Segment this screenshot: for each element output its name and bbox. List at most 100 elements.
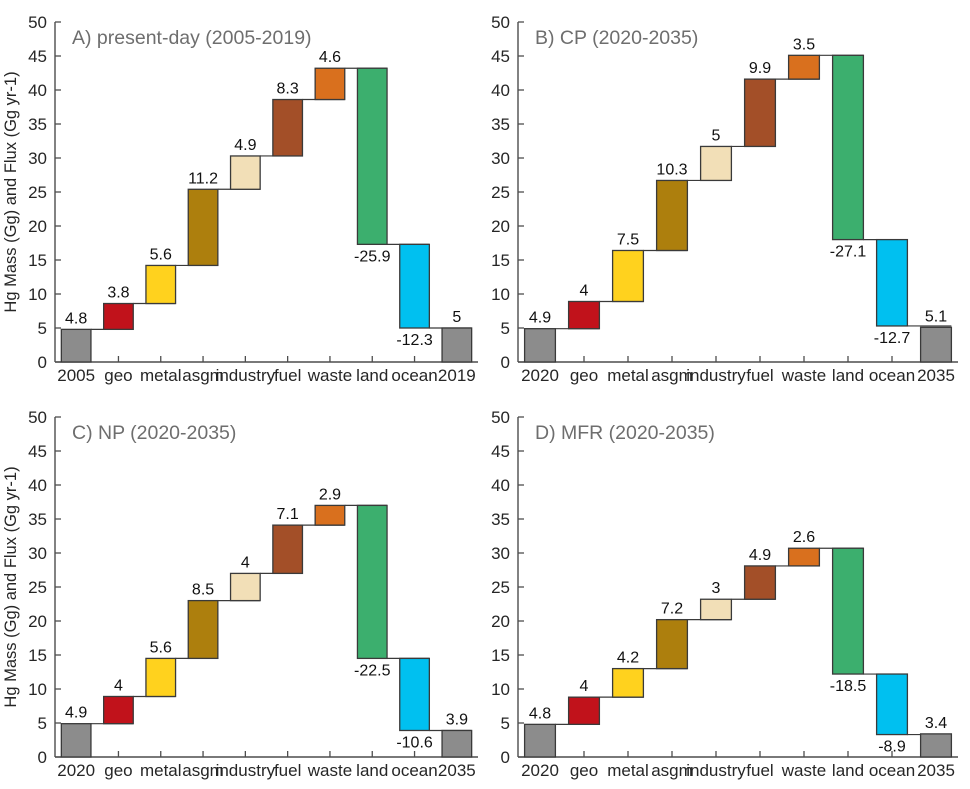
x-tick-label: asgm: [651, 366, 693, 385]
chart-title: A) present-day (2005-2019): [72, 27, 312, 49]
waterfall-chart-c: 0 5 10 15 20 25 30 35 40 45 50 2020 geo metal asgmindu…: [2, 408, 478, 780]
y-tick-label: 15: [28, 251, 47, 270]
y-tick-label: 30: [491, 544, 510, 563]
panel-d-mfr: 0 5 10 15 20 25 30 35 40 45 50 2020 geo metal asgm indu…: [485, 395, 970, 789]
y-tick-label: 35: [491, 510, 510, 529]
x-tick-label: 2020: [521, 761, 559, 780]
bar-ocean: [875, 238, 909, 327]
bar-metal: [611, 667, 645, 698]
bar-value-label-2035: 5.1: [925, 308, 947, 325]
x-tick-label: 2005: [57, 366, 95, 385]
bar-land: [356, 67, 388, 246]
bar-land: [831, 54, 865, 241]
bar-value-label-ocean: -10.6: [396, 734, 433, 751]
y-tick-label: 0: [38, 748, 47, 767]
bar-value-label-industry: 5: [712, 127, 721, 144]
bar-value-label-asgm: 8.5: [192, 582, 214, 599]
bar-value-label-geo: 4: [580, 282, 589, 299]
bar-value-label-geo: 3.8: [107, 285, 129, 302]
y-tick-label: 5: [38, 714, 47, 733]
bar-metal: [145, 657, 177, 698]
bar-ocean: [875, 673, 909, 736]
bar-value-label-waste: 2.9: [319, 486, 341, 503]
bar-value-label-industry: 3: [712, 580, 721, 597]
y-tick-label: 45: [28, 47, 47, 66]
bar-waste: [787, 547, 821, 567]
x-tick-label: asgm: [182, 761, 224, 780]
x-tick-label: geo: [104, 366, 132, 385]
y-tick-label: 20: [491, 217, 510, 236]
y-tick-label: 25: [491, 183, 510, 202]
y-tick-label: 10: [491, 680, 510, 699]
bar-industry: [699, 145, 733, 182]
x-tick-label: industry: [686, 366, 746, 385]
bar-2019: [441, 327, 473, 363]
x-tick-label: ocean: [869, 761, 915, 780]
bar-value-label-waste: 2.6: [793, 529, 815, 546]
x-tick-label: ocean: [869, 366, 915, 385]
bar-industry: [699, 598, 733, 621]
x-tick-label: waste: [781, 366, 826, 385]
panel-a-present-day: 0 5 10 15 20 25 30 35 40 45 50 2005 geo metal asgm indu…: [0, 0, 485, 394]
x-tick-label: land: [832, 366, 864, 385]
bar-value-label-waste: 3.5: [793, 36, 815, 53]
bar-value-label-metal: 5.6: [150, 246, 172, 263]
bar-value-label-geo: 4: [114, 677, 123, 694]
x-tick-label: 2035: [917, 366, 955, 385]
panel-c-np: 0 5 10 15 20 25 30 35 40 45 50 2020 geo metal asgm indu…: [0, 395, 485, 789]
bar-value-label-2020: 4.8: [529, 705, 551, 722]
x-tick-label: 2019: [438, 366, 476, 385]
x-tick-label: 2020: [521, 366, 559, 385]
bar-geo: [102, 695, 134, 725]
bar-value-label-land: -25.9: [354, 248, 391, 265]
bar-value-label-fuel: 8.3: [277, 81, 299, 98]
bar-2035: [919, 326, 953, 363]
y-tick-label: 0: [501, 353, 510, 372]
bar-fuel: [743, 78, 777, 148]
bar-metal: [611, 249, 645, 303]
x-tick-label: fuel: [746, 761, 773, 780]
bar-geo: [567, 300, 601, 330]
y-tick-label: 5: [38, 319, 47, 338]
y-tick-label: 50: [28, 408, 47, 427]
y-tick-label: 20: [28, 612, 47, 631]
bar-value-label-fuel: 9.9: [749, 60, 771, 77]
bar-geo: [567, 696, 601, 726]
y-tick-label: 35: [28, 510, 47, 529]
y-tick-label: 5: [501, 714, 510, 733]
y-tick-label: 50: [28, 13, 47, 32]
bar-metal: [145, 264, 177, 305]
bar-value-label-industry: 4.9: [234, 137, 256, 154]
x-tick-label: ocean: [391, 366, 437, 385]
bar-value-label-industry: 4: [241, 554, 250, 571]
x-tick-label: geo: [570, 366, 598, 385]
bar-2035: [441, 729, 473, 758]
bar-asgm: [655, 618, 689, 670]
bar-value-label-land: -18.5: [830, 678, 867, 695]
bar-asgm: [187, 188, 219, 267]
chart-title: D) MFR (2020-2035): [535, 422, 715, 444]
bar-value-label-ocean: -12.3: [396, 332, 433, 349]
x-tick-label: land: [356, 366, 388, 385]
bar-fuel: [272, 98, 304, 157]
y-tick-label: 10: [28, 680, 47, 699]
bar-land: [831, 547, 865, 675]
bar-industry: [229, 155, 261, 190]
y-tick-label: 15: [28, 646, 47, 665]
bar-value-label-asgm: 11.2: [188, 170, 218, 187]
x-tick-label: land: [832, 761, 864, 780]
x-tick-label: metal: [607, 761, 649, 780]
x-tick-label: metal: [607, 366, 649, 385]
bar-waste: [314, 504, 346, 526]
y-tick-label: 35: [491, 115, 510, 134]
bar-asgm: [187, 599, 219, 660]
y-tick-label: 40: [491, 476, 510, 495]
bar-value-label-geo: 4: [580, 678, 589, 695]
x-tick-label: metal: [140, 366, 182, 385]
chart-title: C) NP (2020-2035): [72, 422, 236, 444]
bar-value-label-asgm: 7.2: [661, 601, 683, 618]
y-tick-label: 10: [491, 285, 510, 304]
y-tick-label: 35: [28, 115, 47, 134]
